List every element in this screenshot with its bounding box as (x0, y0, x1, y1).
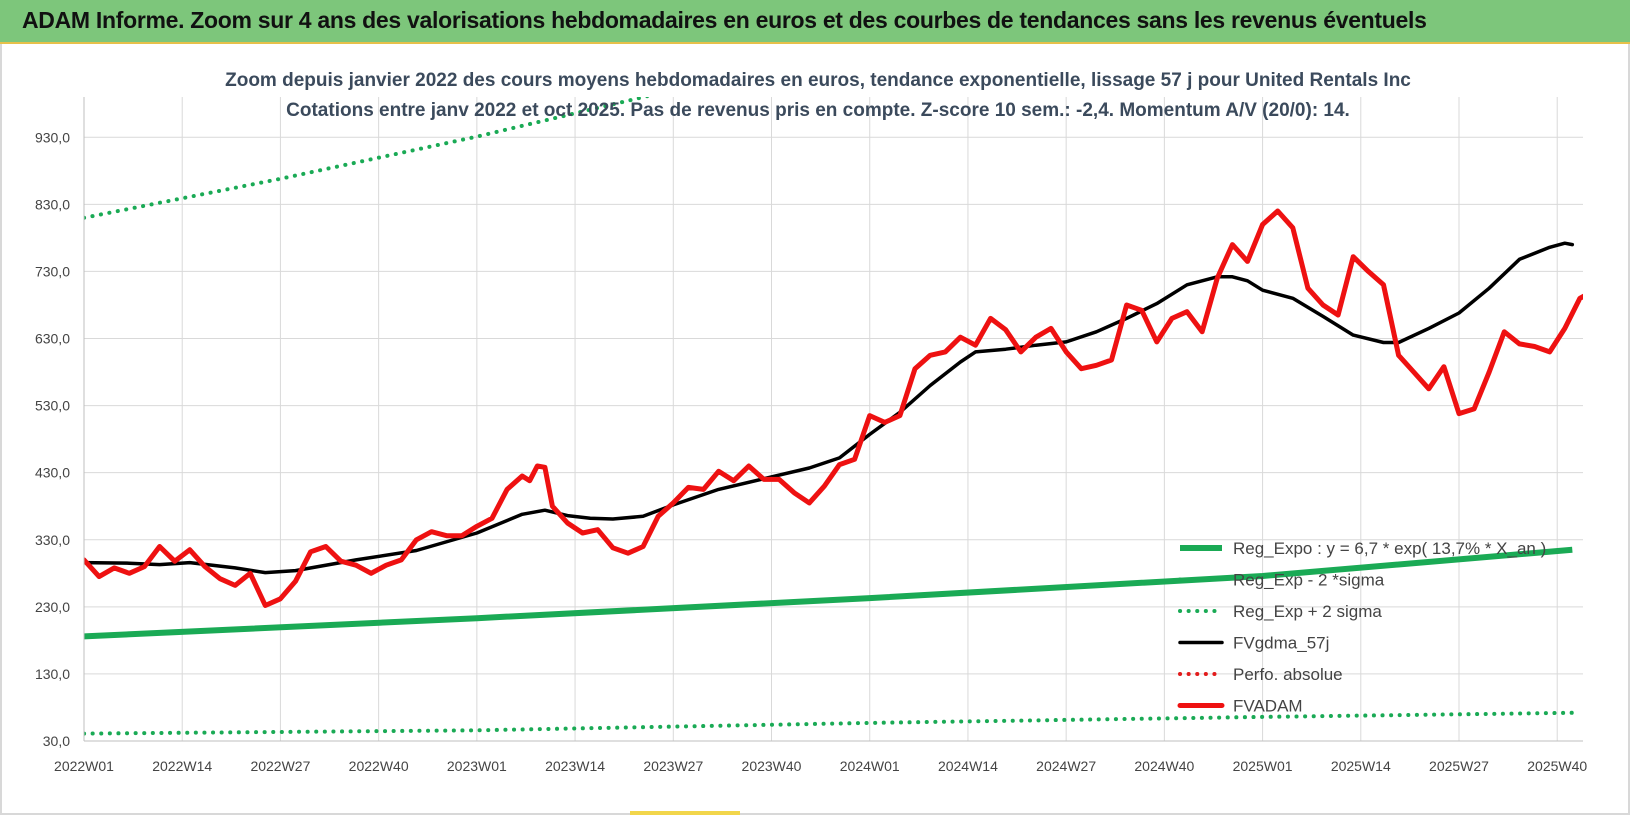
legend-label-2: Reg_Exp + 2 sigma (1233, 602, 1382, 621)
legend-label-1: Reg_Exp - 2 *sigma (1233, 571, 1385, 590)
x-tick-label: 2023W40 (742, 758, 802, 774)
series-layer (84, 97, 1583, 736)
x-tick-label: 2022W27 (250, 758, 310, 774)
page-title: ADAM Informe. Zoom sur 4 ans des valoris… (22, 7, 1427, 33)
x-tick-label: 2022W40 (349, 758, 409, 774)
chart-titles: Zoom depuis janvier 2022 des cours moyen… (225, 70, 1411, 121)
y-tick-label: 430,0 (35, 465, 70, 481)
legend-label-3: FVgdma_57j (1233, 634, 1329, 653)
chart-subtitle: Cotations entre janv 2022 et oct 2025. P… (286, 100, 1350, 121)
y-tick-label: 630,0 (35, 331, 70, 347)
x-tick-label: 2023W01 (447, 758, 507, 774)
legend-label-5: FVADAM (1233, 697, 1303, 716)
x-tick-label: 2025W27 (1429, 758, 1489, 774)
x-tick-label: 2024W14 (938, 758, 998, 774)
y-tick-label: 930,0 (35, 129, 70, 145)
series-line-0 (84, 546, 1573, 640)
y-tick-label: 130,0 (35, 666, 70, 682)
footer-mark (630, 811, 740, 815)
x-tick-label: 2024W27 (1036, 758, 1096, 774)
y-tick-label: 830,0 (35, 196, 70, 212)
y-tick-label: 30,0 (43, 733, 70, 749)
x-tick-label: 2023W14 (545, 758, 605, 774)
legend-label-0: Reg_Expo : y = 6,7 * exp( 13,7% * X_an ) (1233, 539, 1546, 558)
x-tick-label: 2022W14 (152, 758, 212, 774)
axes: 30,0 130,0 230,0 330,0 430,0 530,0 630,0 730,0 8… (35, 97, 1587, 774)
x-tick-label: 2023W27 (643, 758, 703, 774)
x-tick-label: 2025W40 (1527, 758, 1587, 774)
series-line-3 (84, 241, 1575, 575)
header-banner: ADAM Informe. Zoom sur 4 ans des valoris… (0, 0, 1630, 44)
series-line-5 (84, 208, 1583, 608)
x-tick-label: 2024W01 (840, 758, 900, 774)
y-tick-label: 730,0 (35, 263, 70, 279)
legend: Reg_Expo : y = 6,7 * exp( 13,7% * X_an )… (1177, 539, 1546, 716)
series-line-1 (84, 710, 1575, 736)
y-tick-label: 530,0 (35, 398, 70, 414)
y-tick-label: 330,0 (35, 532, 70, 548)
x-tick-label: 2022W01 (54, 758, 114, 774)
chart-title: Zoom depuis janvier 2022 des cours moyen… (225, 70, 1411, 91)
legend-label-4: Perfo. absolue (1233, 665, 1343, 684)
x-tick-label: 2024W40 (1134, 758, 1194, 774)
x-tick-label: 2025W14 (1331, 758, 1391, 774)
x-tick-label: 2025W01 (1233, 758, 1293, 774)
grid (83, 97, 1583, 742)
y-tick-label: 230,0 (35, 599, 70, 615)
